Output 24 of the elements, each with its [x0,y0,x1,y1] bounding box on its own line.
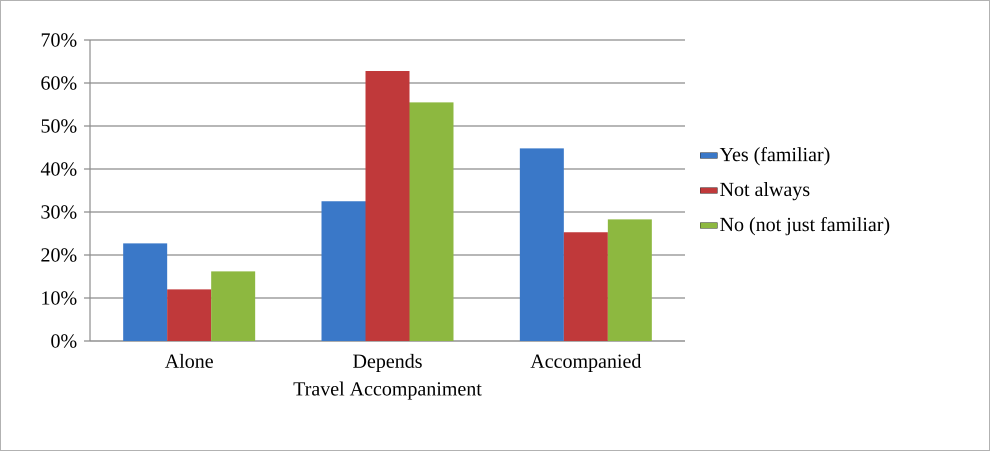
bar [167,289,212,341]
bar [123,243,168,341]
y-tick-label: 40% [40,162,76,176]
y-tick-label: 0% [51,334,76,348]
x-tick-label: Alone [164,354,213,368]
x-tick-label: Depends [353,354,422,372]
bar [366,70,410,341]
bar [211,271,256,341]
y-tick-label: 50% [42,119,76,133]
bar [608,219,652,341]
x-axis-title: Travel Accompaniment [294,382,482,400]
x-tick-label: Accompanied [530,354,642,372]
bar [322,201,366,341]
y-tick-label: 10% [42,291,76,305]
legend-label: Yes (familiar) [720,146,830,166]
legend-label: No (not just familiar) [720,216,890,236]
y-tick-label: 70% [42,33,76,47]
y-tick-label: 20% [41,248,76,262]
bar [410,102,454,341]
bar [520,148,564,341]
y-tick-label: 30% [41,205,76,219]
bar [564,232,608,341]
legend-label: Not always [720,182,810,200]
y-tick-label: 60% [41,76,76,90]
